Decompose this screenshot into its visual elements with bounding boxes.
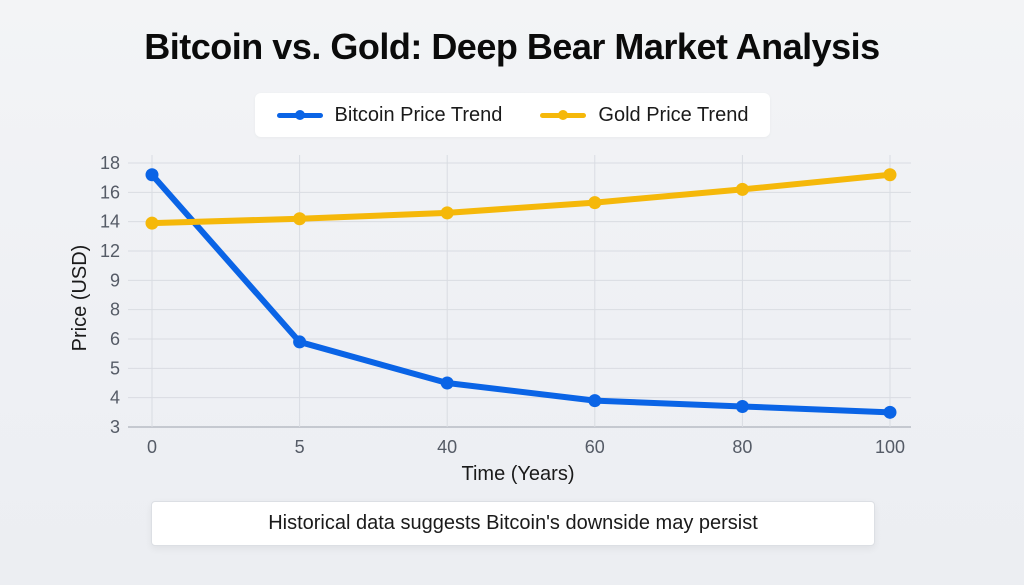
series-bitcoin-price-trend [145,168,897,419]
y-axis-label: Price (USD) [69,245,91,352]
legend-label-gold: Gold Price Trend [598,103,749,126]
y-tick-label: 8 [110,300,120,320]
x-tick-label: 5 [295,437,305,457]
legend: Bitcoin Price Trend Gold Price Trend [255,93,770,137]
data-point [440,206,454,220]
y-tick-label: 5 [110,358,120,378]
data-point [883,405,897,419]
y-tick-label: 18 [100,153,120,173]
x-tick-label: 60 [585,437,605,457]
y-tick-label: 14 [100,212,120,232]
x-tick-label: 0 [147,437,157,457]
series-gold-price-trend [145,168,897,230]
data-point [735,182,749,196]
gold-line-swatch-icon [540,110,587,120]
chart-title: Bitcoin vs. Gold: Deep Bear Market Analy… [144,26,880,67]
legend-item-bitcoin[interactable]: Bitcoin Price Trend [276,103,503,127]
y-axis-ticks: 3 4 5 6 8 9 12 14 16 18 [100,153,120,437]
data-point [145,168,159,182]
x-tick-label: 100 [875,437,905,457]
data-point [588,394,602,408]
data-point [588,196,602,210]
x-tick-label: 40 [437,437,457,457]
x-tick-label: 80 [732,437,752,457]
series [145,168,897,419]
footer-note: Historical data suggests Bitcoin's downs… [151,501,875,546]
y-tick-label: 4 [110,388,120,408]
data-point [440,376,454,390]
data-point [293,335,307,349]
legend-item-gold[interactable]: Gold Price Trend [540,104,748,127]
series-line [149,171,893,227]
y-tick-label: 16 [100,182,120,202]
x-axis-ticks: 0 5 40 60 80 100 [147,437,905,457]
y-tick-label: 6 [110,329,120,349]
y-tick-label: 3 [110,417,120,437]
y-tick-label: 12 [100,241,120,261]
data-point [145,216,159,230]
data-point [883,168,897,182]
bitcoin-line-swatch-icon [276,110,323,120]
x-axis-label: Time (Years) [462,463,575,485]
data-point [293,212,307,226]
series-line [149,171,893,416]
grid [128,155,911,428]
data-point [735,399,749,413]
legend-label-bitcoin: Bitcoin Price Trend [334,103,503,126]
y-tick-label: 9 [110,270,120,290]
